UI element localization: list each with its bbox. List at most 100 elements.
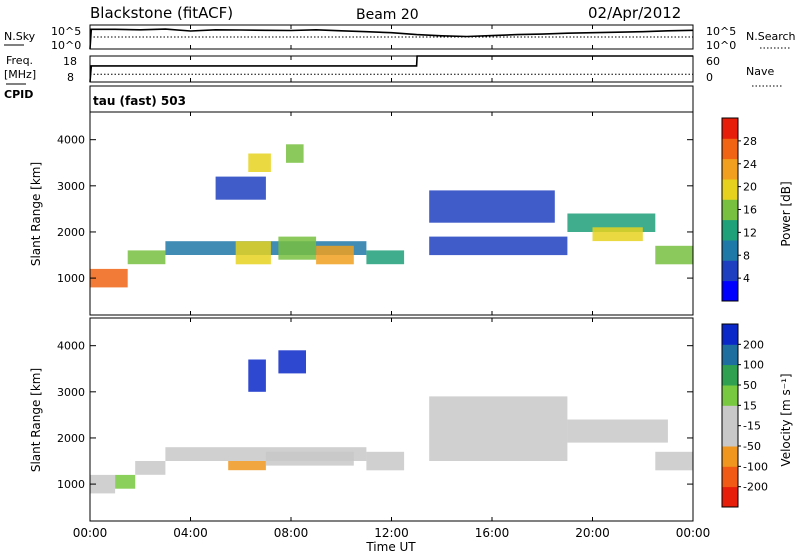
nsky-label: N.Sky <box>4 30 36 43</box>
velocity-region <box>228 461 266 471</box>
velocity-colorbar-swatch <box>722 446 738 467</box>
velocity-colorbar-swatch <box>722 364 738 386</box>
beam-title: Beam 20 <box>356 7 419 23</box>
power-region <box>429 190 555 223</box>
power-region <box>215 176 266 200</box>
power-ylabel: Slant Range [km] <box>29 162 43 266</box>
power-region <box>316 245 354 265</box>
velocity-region <box>567 419 668 443</box>
velocity-region <box>135 461 166 475</box>
freq-unit-label: [MHz] <box>4 68 36 81</box>
power-ytick: 1000 <box>57 272 85 285</box>
power-region <box>366 250 405 265</box>
velocity-colorbar-tick: 200 <box>743 338 764 351</box>
power-colorbar-tick: 4 <box>743 272 750 285</box>
power-ytick: 4000 <box>57 134 85 147</box>
velocity-yaxis: 1000 2000 3000 4000 <box>57 340 693 491</box>
velocity-colorbar-swatch <box>722 385 738 406</box>
power-region <box>429 236 568 256</box>
velocity-colorbar-label: Velocity [m s⁻¹] <box>779 373 793 466</box>
velocity-colorbar-tick: -100 <box>743 460 768 473</box>
power-colorbar: 28 24 20 16 12 8 4 <box>721 117 757 302</box>
series-freq--line <box>89 55 693 83</box>
velocity-colorbar-swatch <box>722 486 738 508</box>
power-region <box>278 236 317 260</box>
cpid-label: CPID <box>4 88 33 101</box>
power-colorbar-tick: 12 <box>743 226 757 239</box>
velocity-colorbar-tick: -50 <box>743 440 761 453</box>
power-colorbar-swatch <box>722 280 738 302</box>
nave-label: Nave <box>746 65 774 78</box>
velocity-colorbar-swatch <box>722 405 738 427</box>
noise-ytick-left-bottom: 10^0 <box>51 39 81 52</box>
velocity-region <box>115 474 136 489</box>
power-colorbar-swatch <box>722 219 738 241</box>
nsearch-label: N.Search <box>746 30 796 43</box>
freq-ytick-right-top: 60 <box>706 55 720 68</box>
freq-plot <box>89 55 693 83</box>
power-colorbar-swatch <box>722 240 738 261</box>
date-title: 02/Apr/2012 <box>588 4 681 22</box>
power-region <box>286 144 304 163</box>
power-colorbar-swatch <box>722 199 738 221</box>
power-region <box>235 241 271 265</box>
velocity-region <box>90 474 116 494</box>
velocity-region <box>429 396 568 461</box>
velocity-region <box>655 451 693 471</box>
noise-ytick-right-top: 10^5 <box>706 25 736 38</box>
velocity-heatmap <box>90 350 693 494</box>
power-region <box>127 250 166 265</box>
velocity-ytick: 4000 <box>57 340 85 353</box>
time-axis: 00:00 04:00 08:00 12:00 16:00 20:00 00:00 <box>73 25 711 540</box>
freq-label: Freq. <box>6 54 33 67</box>
velocity-colorbar-tick: 50 <box>743 379 757 392</box>
power-region <box>592 227 643 242</box>
velocity-colorbar-tick: -15 <box>743 420 761 433</box>
power-region <box>248 153 271 172</box>
velocity-region <box>366 451 405 471</box>
noise-plot <box>89 28 694 50</box>
power-colorbar-tick: 28 <box>743 135 757 148</box>
power-colorbar-swatch <box>722 158 738 180</box>
xaxis-label: Time UT <box>365 540 416 554</box>
velocity-region <box>278 350 306 374</box>
xaxis-tick-label: 00:00 <box>676 526 711 540</box>
power-colorbar-swatch <box>722 118 738 139</box>
velocity-region <box>265 451 354 466</box>
velocity-colorbar-tick: 100 <box>743 359 764 372</box>
velocity-colorbar-swatch <box>722 344 738 366</box>
xaxis-tick-label: 12:00 <box>374 526 409 540</box>
xaxis-tick-label: 08:00 <box>274 526 309 540</box>
noise-ytick-left-top: 10^5 <box>51 25 81 38</box>
velocity-ylabel: Slant Range [km] <box>29 368 43 472</box>
power-colorbar-label: Power [dB] <box>779 181 793 246</box>
power-heatmap <box>90 144 693 288</box>
velocity-ytick: 2000 <box>57 432 85 445</box>
series-n-sky-line <box>89 28 694 50</box>
power-colorbar-tick: 24 <box>743 158 757 171</box>
velocity-colorbar-swatch <box>722 425 738 447</box>
xaxis-tick-label: 04:00 <box>173 526 208 540</box>
station-title: Blackstone (fitACF) <box>90 4 233 22</box>
power-region <box>655 245 693 265</box>
freq-ytick-left-top: 18 <box>63 55 77 68</box>
velocity-colorbar-tick: -200 <box>743 481 768 494</box>
power-colorbar-tick: 16 <box>743 204 757 217</box>
power-colorbar-tick: 20 <box>743 181 757 194</box>
freq-ytick-right-bottom: 0 <box>706 71 713 84</box>
power-colorbar-swatch <box>722 260 738 282</box>
velocity-ytick: 1000 <box>57 478 85 491</box>
tau-label: tau (fast) 503 <box>93 94 186 108</box>
xaxis-tick-label: 16:00 <box>475 526 510 540</box>
power-colorbar-swatch <box>722 179 738 200</box>
xaxis-tick-label: 20:00 <box>575 526 610 540</box>
power-colorbar-tick: 8 <box>743 249 750 262</box>
power-ytick: 2000 <box>57 226 85 239</box>
velocity-colorbar-swatch <box>722 466 738 488</box>
freq-ytick-left-bottom: 8 <box>67 71 74 84</box>
velocity-ytick: 3000 <box>57 386 85 399</box>
power-region <box>90 268 128 288</box>
noise-ytick-right-bottom: 10^0 <box>706 39 736 52</box>
xaxis-tick-label: 00:00 <box>73 526 108 540</box>
